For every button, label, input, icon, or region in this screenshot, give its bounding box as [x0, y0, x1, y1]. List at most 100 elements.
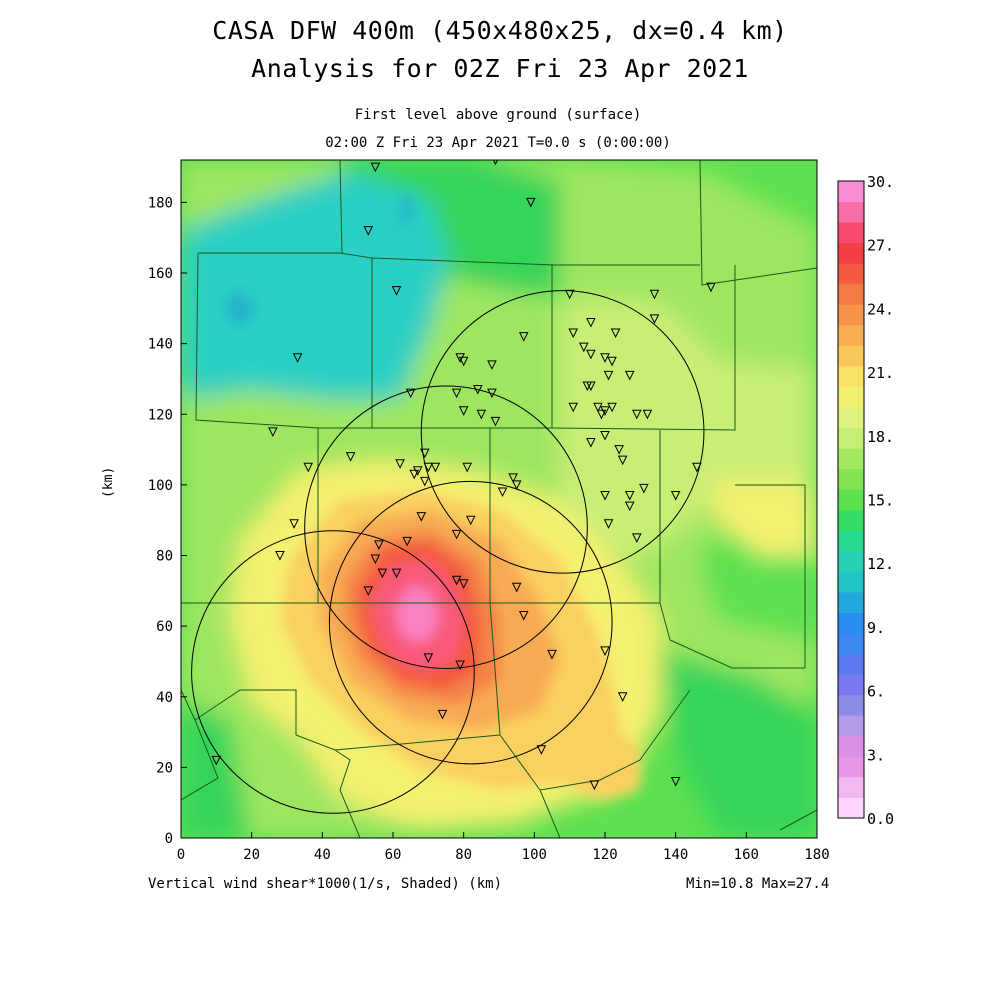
colorbar-swatch [838, 653, 864, 675]
station-triangle-icon [603, 370, 614, 381]
colorbar-swatch [838, 797, 864, 819]
colorbar-swatch [838, 181, 864, 203]
x-tick-label: 180 [804, 847, 829, 863]
station-triangle-icon [692, 462, 702, 473]
station-triangle-icon [409, 469, 420, 480]
colorbar-swatch [838, 571, 864, 593]
colorbar-label: 6. [867, 683, 885, 701]
station-triangle-icon [614, 445, 624, 455]
station-triangle-icon [596, 409, 607, 420]
colorbar-label: 3. [867, 746, 885, 764]
station-triangle-icon [536, 745, 547, 755]
station-triangle-icon [547, 649, 557, 660]
station-triangle-icon [649, 314, 660, 325]
x-tick-label: 80 [455, 847, 472, 863]
field-region [660, 650, 817, 838]
field-region [225, 290, 255, 325]
station-triangle-icon [617, 455, 628, 466]
colorbar-swatch [838, 591, 864, 614]
station-triangle-icon [419, 448, 430, 459]
y-tick-label: 80 [156, 549, 173, 565]
station-triangle-icon [631, 533, 642, 543]
colorbar-swatch [838, 776, 864, 798]
colorbar-swatch [838, 201, 864, 223]
x-tick-label: 20 [243, 847, 260, 863]
station-triangle-icon [423, 462, 434, 473]
colorbar-label: 9. [867, 619, 885, 637]
station-triangle-icon [476, 409, 487, 420]
station-triangle-icon [525, 197, 536, 208]
station-triangle-icon [508, 473, 518, 483]
station-triangle-icon [670, 490, 681, 501]
station-triangle-icon [578, 342, 589, 353]
station-triangle-icon [395, 459, 405, 469]
station-triangle-icon [586, 381, 596, 392]
station-triangle-icon [706, 282, 716, 293]
station-triangle-icon [564, 289, 575, 300]
colorbar-label: 27. [867, 237, 894, 255]
station-triangle-icon [511, 480, 522, 490]
colorbar-label: 18. [867, 428, 894, 446]
min-max-readout: Min=10.8 Max=27.4 [686, 876, 830, 892]
colorbar-swatch [838, 674, 864, 696]
station-triangle-icon [490, 416, 501, 427]
station-triangle-icon [607, 402, 617, 413]
station-triangle-icon [211, 755, 222, 766]
station-markers [211, 160, 716, 791]
station-triangle-icon [268, 427, 278, 438]
radar-ring [191, 530, 475, 814]
station-triangle-icon [455, 660, 465, 671]
station-triangle-icon [465, 515, 476, 526]
station-triangle-icon [589, 780, 600, 791]
station-triangle-icon [303, 462, 314, 473]
colorbar: 0.0 3. 6. 9. 12. 15. 18. 21. 24. 27. 30. [837, 173, 894, 828]
station-triangle-icon [462, 462, 473, 473]
station-triangle-icon [374, 540, 384, 551]
station-triangle-icon [624, 501, 635, 512]
radar-ring [420, 290, 705, 574]
x-tick-label: 60 [385, 847, 402, 863]
station-triangle-icon [642, 409, 653, 420]
station-triangle-icon [639, 483, 649, 494]
y-tick-label: 180 [148, 195, 173, 211]
colorbar-swatch [838, 407, 864, 429]
x-tick-label: 40 [314, 847, 331, 863]
colorbar-swatch [838, 283, 864, 305]
colorbar-swatch [838, 263, 864, 285]
station-triangle-icon [416, 512, 427, 522]
station-triangle-icon [437, 709, 448, 720]
station-triangle-icon [451, 575, 462, 586]
colorbar-swatch [838, 304, 864, 326]
station-triangle-icon [472, 385, 483, 395]
colorbar-label: 21. [867, 364, 894, 382]
y-tick-label: 120 [148, 407, 173, 423]
colorbar-swatch [838, 612, 864, 634]
colorbar-label: 15. [867, 492, 894, 510]
station-triangle-icon [518, 332, 529, 342]
colorbar-swatch [838, 694, 864, 716]
station-triangle-icon [487, 360, 497, 370]
station-triangle-icon [363, 226, 374, 236]
station-triangle-icon [275, 551, 285, 561]
station-triangle-icon [610, 328, 621, 339]
field-region [400, 192, 414, 230]
colorbar-swatch [838, 365, 864, 387]
station-triangle-icon [600, 646, 610, 656]
y-axis: 0 20 40 60 80 100 120 140 160 180 [148, 195, 187, 847]
station-triangle-icon [458, 356, 469, 367]
colorbar-swatch [838, 468, 864, 490]
radar-ring [304, 385, 588, 669]
y-tick-label: 160 [148, 266, 173, 282]
station-triangle-icon [497, 487, 508, 498]
x-tick-label: 140 [663, 847, 688, 863]
level-caption: First level above ground (surface) [354, 107, 642, 123]
station-triangle-icon [402, 536, 412, 547]
x-axis: 0 20 40 60 80 100 120 140 160 180 [177, 832, 830, 863]
chart-title: CASA DFW 400m (450x480x25, dx=0.4 km) [212, 16, 788, 45]
station-triangle-icon [458, 579, 469, 589]
x-tick-label: 0 [177, 847, 185, 863]
station-triangle-icon [607, 356, 617, 367]
colorbar-swatch [838, 509, 864, 531]
station-triangle-icon [423, 653, 434, 664]
